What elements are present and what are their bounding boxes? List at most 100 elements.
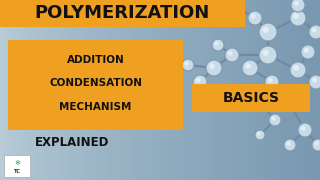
Bar [192, 84, 310, 112]
Circle shape [286, 141, 291, 146]
Text: MECHANISM: MECHANISM [59, 102, 132, 112]
Bar [296, 0, 300, 180]
Bar [40, 0, 44, 180]
Bar [200, 0, 204, 180]
Bar [312, 0, 316, 180]
Bar [88, 0, 92, 180]
Bar [144, 0, 148, 180]
Bar [96, 0, 100, 180]
Bar [0, 0, 245, 27]
Bar [72, 0, 76, 180]
Bar [104, 0, 108, 180]
Bar [52, 0, 57, 180]
Circle shape [282, 94, 287, 99]
Bar [244, 0, 249, 180]
Circle shape [257, 132, 260, 136]
Bar [24, 0, 28, 180]
Bar [124, 0, 129, 180]
Bar [184, 0, 188, 180]
Bar [256, 0, 260, 180]
Circle shape [314, 141, 319, 146]
Circle shape [245, 63, 251, 69]
Bar [272, 0, 276, 180]
Bar [156, 0, 161, 180]
Bar [16, 0, 20, 180]
Bar [0, 0, 4, 180]
Bar [32, 0, 36, 180]
Bar [44, 0, 49, 180]
Circle shape [228, 51, 233, 56]
Bar [92, 0, 97, 180]
Bar [84, 0, 89, 180]
Circle shape [284, 139, 296, 151]
Circle shape [309, 75, 320, 89]
Circle shape [232, 2, 244, 14]
Text: ADDITION: ADDITION [67, 55, 124, 65]
Bar [224, 0, 228, 180]
Circle shape [293, 65, 299, 71]
Bar [116, 0, 121, 180]
Bar [112, 0, 116, 180]
Bar [268, 0, 273, 180]
Circle shape [196, 78, 201, 83]
Circle shape [312, 139, 320, 151]
Circle shape [290, 62, 306, 78]
Bar [264, 0, 268, 180]
Text: BASICS: BASICS [222, 91, 279, 105]
Circle shape [294, 1, 299, 6]
Bar [80, 0, 84, 180]
Bar [48, 0, 52, 180]
Bar [276, 0, 281, 180]
Bar [100, 0, 105, 180]
Bar [108, 0, 113, 180]
Circle shape [184, 61, 188, 66]
Circle shape [206, 60, 222, 76]
Bar [316, 0, 320, 180]
Circle shape [265, 75, 279, 89]
Circle shape [182, 59, 194, 71]
Circle shape [298, 123, 312, 137]
Bar [160, 0, 164, 180]
Bar [68, 0, 73, 180]
Bar [212, 0, 217, 180]
Bar [288, 0, 292, 180]
Circle shape [301, 126, 306, 131]
Bar [232, 0, 236, 180]
Circle shape [280, 92, 292, 104]
Circle shape [301, 45, 315, 59]
Bar [152, 0, 156, 180]
Bar [252, 0, 257, 180]
Bar [4, 0, 9, 180]
Bar [128, 0, 132, 180]
Circle shape [263, 50, 269, 56]
Text: TC: TC [13, 169, 20, 174]
Bar [180, 0, 185, 180]
Bar [192, 0, 196, 180]
Bar [236, 0, 241, 180]
Bar [132, 0, 137, 180]
Circle shape [291, 0, 305, 12]
Circle shape [212, 39, 224, 51]
Bar [136, 0, 140, 180]
Circle shape [271, 116, 276, 121]
Circle shape [312, 28, 317, 33]
Circle shape [242, 60, 258, 76]
Bar [28, 0, 33, 180]
Bar [148, 0, 153, 180]
Circle shape [259, 23, 277, 41]
Circle shape [234, 4, 239, 9]
Circle shape [312, 78, 317, 83]
Bar [172, 0, 177, 180]
Bar [8, 40, 183, 130]
Bar [64, 0, 68, 180]
Bar [176, 0, 180, 180]
Bar [76, 0, 81, 180]
Bar [260, 0, 265, 180]
Circle shape [254, 96, 259, 101]
Circle shape [225, 48, 239, 62]
Bar [304, 0, 308, 180]
Circle shape [248, 11, 262, 25]
Bar [140, 0, 145, 180]
Bar [308, 0, 313, 180]
Bar [208, 0, 212, 180]
